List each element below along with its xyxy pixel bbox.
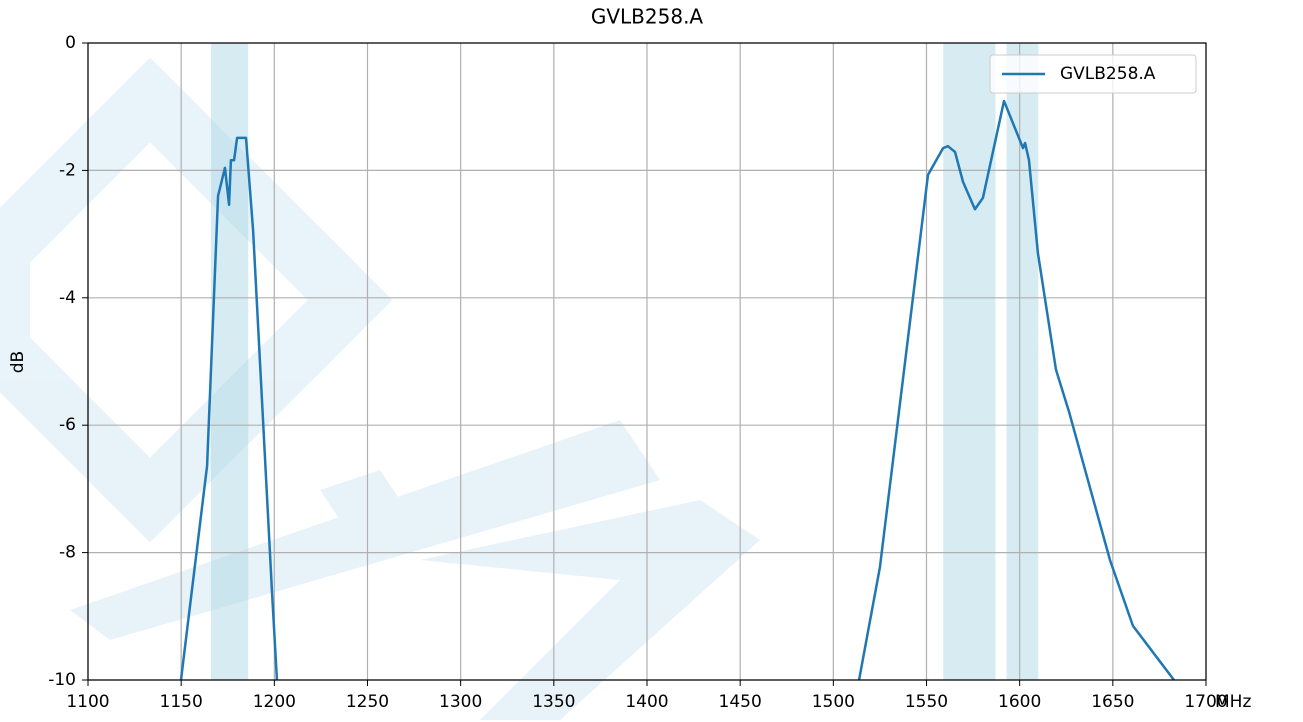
y-axis-label: dB <box>8 351 28 373</box>
y-tick-label: -8 <box>59 543 76 563</box>
legend-box <box>989 54 1197 94</box>
x-tick-label: 1350 <box>532 692 575 712</box>
chart-title: GVLB258.A <box>591 5 704 29</box>
band <box>943 43 996 680</box>
y-tick-label: -2 <box>59 160 76 180</box>
legend-label: GVLB258.A <box>1060 64 1156 84</box>
x-tick-label: 1200 <box>253 692 296 712</box>
x-tick-label: 1700 <box>1184 692 1227 712</box>
y-tick-label: -10 <box>48 670 76 690</box>
watermark <box>0 57 760 720</box>
y-tick-label: 0 <box>65 33 76 53</box>
x-tick-label: 1650 <box>1091 692 1134 712</box>
y-tick-label: -4 <box>59 288 76 308</box>
x-tick-label: 1250 <box>346 692 389 712</box>
band <box>210 43 249 680</box>
line <box>179 99 1175 680</box>
x-tick-label: 1150 <box>160 692 203 712</box>
x-tick-label: 1100 <box>66 692 109 712</box>
band <box>1006 43 1039 680</box>
x-tick-label: 1600 <box>998 692 1041 712</box>
x-tick-label: 1300 <box>439 692 482 712</box>
x-tick-label: 1450 <box>719 692 762 712</box>
x-tick-label: 1500 <box>812 692 855 712</box>
x-axis-label: MHz <box>1215 692 1251 712</box>
x-tick-label: 1550 <box>905 692 948 712</box>
y-tick-label: -6 <box>59 415 76 435</box>
x-tick-label: 1400 <box>625 692 668 712</box>
